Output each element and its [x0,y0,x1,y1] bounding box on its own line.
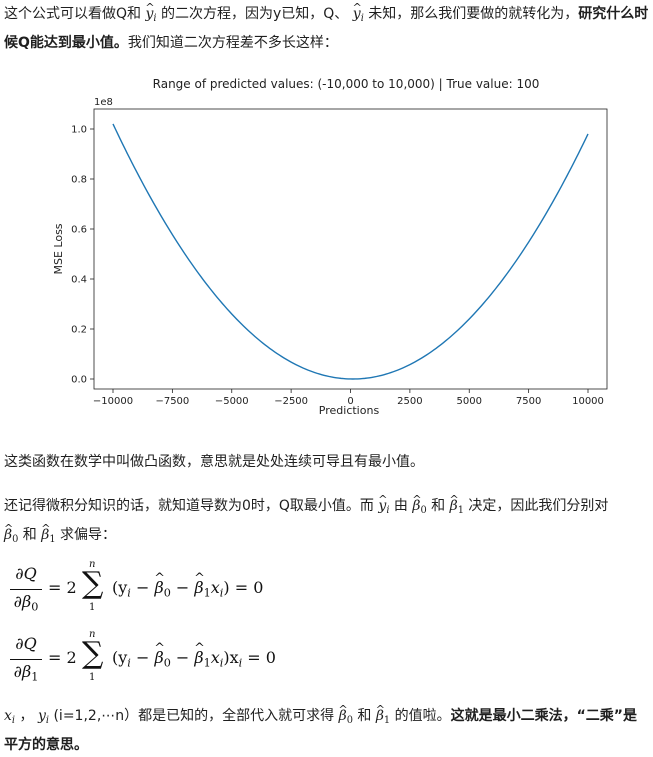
x-tick-label: 0 [347,396,353,407]
x-tick-label: −5000 [215,396,249,407]
y-hat-symbol: yi [353,6,364,24]
convex-paragraph: 这类函数在数学中叫做凸函数，意思就是处处连续可导且有最小值。 [4,454,424,470]
loss-curve [112,123,589,380]
beta0-hat-symbol: β0 [339,708,353,726]
mse-loss-chart: Range of predicted values: (-10,000 to 1… [52,77,608,417]
chart-title: Range of predicted values: (-10,000 to 1… [153,77,540,91]
y-tick-label: 0.4 [71,275,87,286]
y-hat-symbol: yi [145,6,156,24]
x-tick-label: −2500 [274,396,308,407]
x-tick-label: −10000 [93,396,133,407]
y-offset-label: 1e8 [94,97,113,108]
x-axis-label: Predictions [319,404,380,417]
y-i-symbol: yi [37,708,50,726]
sum-symbol: ∑ [82,566,104,601]
partial-derivative-beta1-equation: ∂Q ∂β1 = 2 ∑ n 1 (yi − β0 − β1xi)xi = 0 [8,629,308,688]
y-tick-label: 0.6 [71,225,87,236]
y-tick-label: 0.0 [71,375,87,386]
x-tick-label: 2500 [397,396,422,407]
beta1-hat-symbol: β1 [450,498,464,516]
x-tick-label: 10000 [572,396,604,407]
y-tick-label: 0.2 [71,325,87,336]
partial-derivative-beta0-equation: ∂Q ∂β0 = 2 ∑ n 1 (yi − β0 − β1xi) = 0 [8,559,308,618]
conclusion-paragraph: xi ， yi (i=1,2,⋯n）都是已知的，全部代入就可求得 β0 和 β1… [4,704,649,757]
derivative-paragraph: 还记得微积分知识的话，就知道导数为0时，Q取最小值。而 yi 由 β0 和 β1… [4,494,649,552]
beta0-hat-symbol: β0 [412,498,426,516]
beta1-hat-symbol: β1 [41,527,55,545]
y-tick-label: 0.8 [71,175,87,186]
x-i-symbol: xi [4,708,16,726]
conclusion-bold-text: 这就是最小二乘法，“二乘”是平方的意思。 [4,708,638,753]
x-tick-label: 7500 [516,396,541,407]
x-tick-label: 5000 [457,396,482,407]
y-hat-symbol: yi [378,498,389,516]
y-tick-label: 1.0 [71,125,87,136]
y-axis: 0.0 0.2 0.4 0.6 0.8 1.0 [71,125,94,386]
x-axis: −10000 −7500 −5000 −2500 0 2500 5000 7500 10000 [93,389,604,407]
x-tick-label: −7500 [155,396,189,407]
intro-bold-text: 研究什么时候Q能达到最小值。 [4,6,649,51]
intro-paragraph: 这个公式可以看做Q和 yi 的二次方程，因为y已知，Q、 yi 未知，那么我们要… [4,2,649,55]
sum-symbol: ∑ [82,636,104,671]
y-axis-label: MSE Loss [52,223,65,274]
beta0-hat-symbol: β0 [4,527,18,545]
beta1-hat-symbol: β1 [376,708,390,726]
plot-area [93,108,608,390]
